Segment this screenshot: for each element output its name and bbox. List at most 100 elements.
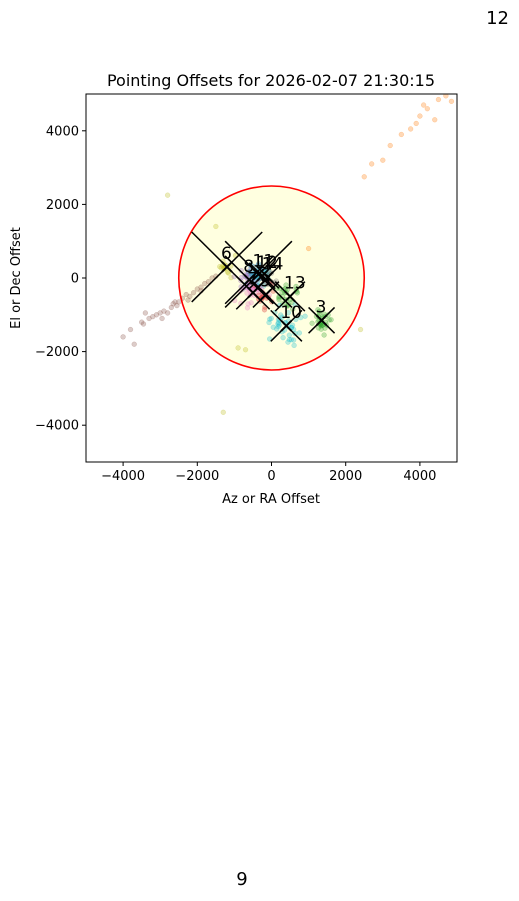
trail-point (168, 304, 174, 311)
cluster-point (228, 274, 234, 281)
cluster-label: 10 (280, 303, 302, 323)
trail-point (185, 297, 191, 303)
cluster-point (286, 336, 292, 343)
cluster-point (238, 300, 244, 307)
trail-point (202, 280, 208, 287)
trail-point (174, 302, 180, 309)
cluster-point (247, 266, 253, 273)
cluster-center-marker (247, 287, 259, 299)
trail-point (435, 96, 442, 103)
trail-point (187, 293, 193, 300)
cluster-point (309, 320, 315, 326)
trail-point (198, 284, 204, 290)
trail-point (150, 313, 156, 320)
cluster-point (267, 316, 273, 322)
x-tick-label: 2000 (329, 469, 362, 484)
trail-point (159, 315, 165, 322)
cluster-point (266, 319, 272, 326)
trail-point (170, 301, 176, 307)
trail-point (164, 192, 171, 198)
cluster-point (218, 265, 224, 271)
cluster-point (276, 297, 282, 303)
cluster-label: 6 (221, 244, 232, 264)
cluster-point (276, 322, 283, 328)
cluster-label: 12 (256, 253, 278, 273)
trail-point (127, 326, 134, 333)
trail-point (164, 310, 171, 316)
trail-point (161, 308, 167, 314)
cluster-point (285, 310, 292, 316)
trail-point (235, 345, 241, 351)
x-axis-label: Az or RA Offset (222, 492, 320, 507)
cluster-center-marker (280, 320, 293, 332)
trail-point (209, 275, 215, 281)
cluster-point (315, 325, 322, 331)
trail-point (120, 334, 126, 340)
cluster-point (270, 324, 276, 330)
trail-point (194, 286, 200, 292)
y-tick-label: 4000 (46, 124, 79, 139)
trail-point (398, 131, 405, 138)
cluster-point (275, 321, 281, 327)
cluster-point (238, 274, 245, 281)
x-tick-label: 0 (267, 469, 275, 484)
cluster-point (278, 312, 284, 318)
trail-point (424, 106, 430, 112)
cluster-label: 14 (262, 254, 284, 274)
trail-point (417, 113, 423, 119)
cluster-point (328, 317, 334, 323)
cluster-center-marker (260, 288, 272, 301)
cluster-point (274, 326, 280, 332)
cluster-point (326, 317, 332, 323)
cluster-label: 3 (316, 297, 327, 317)
x-axis: −4000 −2000 0 2000 4000 (101, 462, 436, 484)
x-tick-label: −4000 (101, 469, 145, 484)
trail-point (220, 409, 226, 415)
trail-point (139, 319, 145, 325)
y-tick-label: −4000 (35, 419, 79, 434)
cluster-label: 9 (260, 272, 271, 292)
cluster-center-marker (315, 314, 328, 327)
cluster-point (246, 270, 252, 276)
trail-point (153, 312, 160, 318)
cluster-point (316, 310, 323, 316)
corner-page-number: 12 (486, 8, 509, 29)
bottom-page-number: 9 (236, 869, 248, 890)
cluster-point (244, 290, 250, 296)
trail-point (432, 117, 438, 123)
trail-point (420, 102, 427, 108)
cluster-label: 13 (284, 273, 306, 293)
cluster-point (275, 324, 281, 330)
cluster-point (302, 313, 308, 319)
cluster-point (321, 332, 327, 338)
cluster-point (289, 322, 296, 328)
cluster-point (275, 320, 282, 326)
cluster-point (244, 305, 251, 311)
cluster-point (315, 307, 321, 313)
cluster-point (285, 339, 291, 345)
cluster-point (290, 306, 296, 312)
cluster-point (316, 308, 322, 315)
trail-point (369, 161, 375, 167)
cluster-point (225, 270, 232, 276)
trail-point (380, 157, 386, 163)
y-axis-label: El or Dec Offset (9, 227, 24, 329)
cluster-center-marker (284, 290, 296, 303)
trail-point (443, 94, 449, 99)
y-tick-label: −2000 (35, 345, 79, 360)
cluster-point (261, 307, 268, 313)
cluster-center-marker (243, 274, 255, 286)
trail-point (172, 299, 178, 305)
cluster-point (248, 300, 254, 306)
cluster-point (224, 269, 231, 275)
cluster-point (319, 322, 326, 329)
trail-point (131, 341, 137, 347)
cluster-point (279, 289, 285, 295)
cluster-point (290, 337, 297, 343)
trail-point (305, 245, 312, 252)
cluster-point (279, 314, 285, 320)
target-circle-outline (177, 185, 366, 371)
x-tick-label: 4000 (403, 469, 436, 484)
cluster-point (322, 325, 328, 331)
